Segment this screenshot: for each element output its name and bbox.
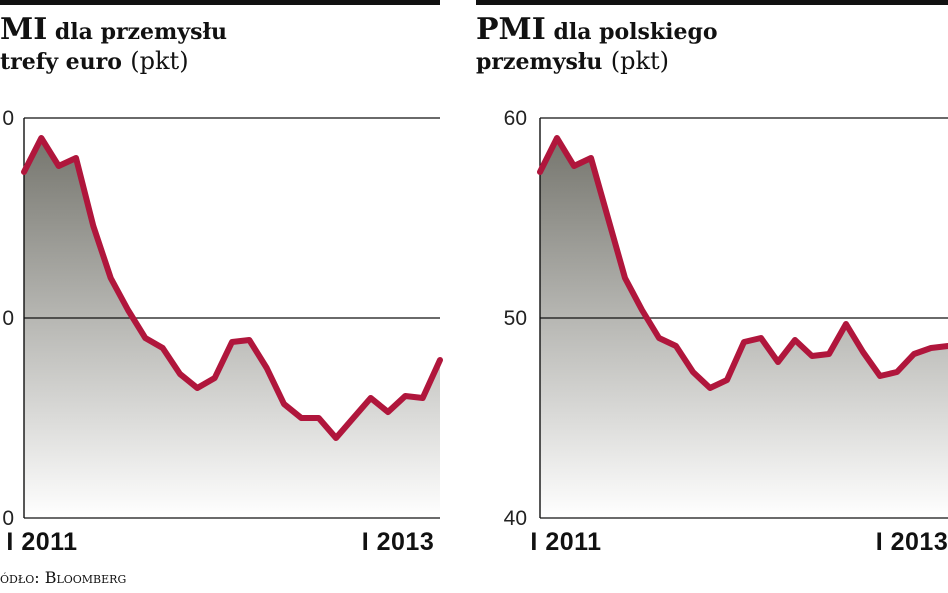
x-tick-label: I 2013 — [362, 528, 435, 556]
y-tick-label: 0 — [2, 507, 14, 530]
area-fill — [540, 138, 948, 518]
chart-title-right-rest: dla polskiego — [545, 19, 718, 45]
chart-title-left-line2: trefy euro — [0, 49, 122, 76]
area-fill — [24, 138, 440, 518]
chart-title-right-unit: (pkt) — [610, 47, 670, 76]
chart-title-right-lead: PMI — [476, 12, 546, 47]
x-tick-label: I 2011 — [6, 528, 77, 556]
y-tick-label: 0 — [2, 307, 14, 330]
chart-title-left-rest: dla przemysłu — [47, 19, 227, 45]
y-tick-label: 40 — [504, 507, 527, 530]
series-line — [21, 135, 443, 441]
top-rule-right — [476, 0, 948, 5]
chart-title-left-unit: (pkt) — [130, 47, 189, 76]
chart-title-left-lead: MI — [0, 12, 48, 47]
series-line — [537, 135, 948, 391]
y-tick-label: 50 — [504, 307, 527, 330]
x-tick-label: I 2011 — [530, 528, 601, 556]
chart-title-right-line2: przemysłu — [476, 49, 603, 76]
x-tick-label: I 2013 — [876, 528, 948, 556]
top-rule-left — [0, 0, 440, 5]
y-tick-label: 60 — [504, 107, 527, 130]
source-note: ódło: Bloomberg — [0, 568, 127, 587]
chart-title-left: MI dla przemysłu trefy euro (pkt) — [0, 12, 227, 76]
chart-title-right: PMI dla polskiego przemysłu (pkt) — [476, 12, 718, 76]
chart-panel-right: 60 50 40I 2011 I 2013 — [504, 107, 948, 556]
y-tick-label: 0 — [2, 107, 14, 130]
